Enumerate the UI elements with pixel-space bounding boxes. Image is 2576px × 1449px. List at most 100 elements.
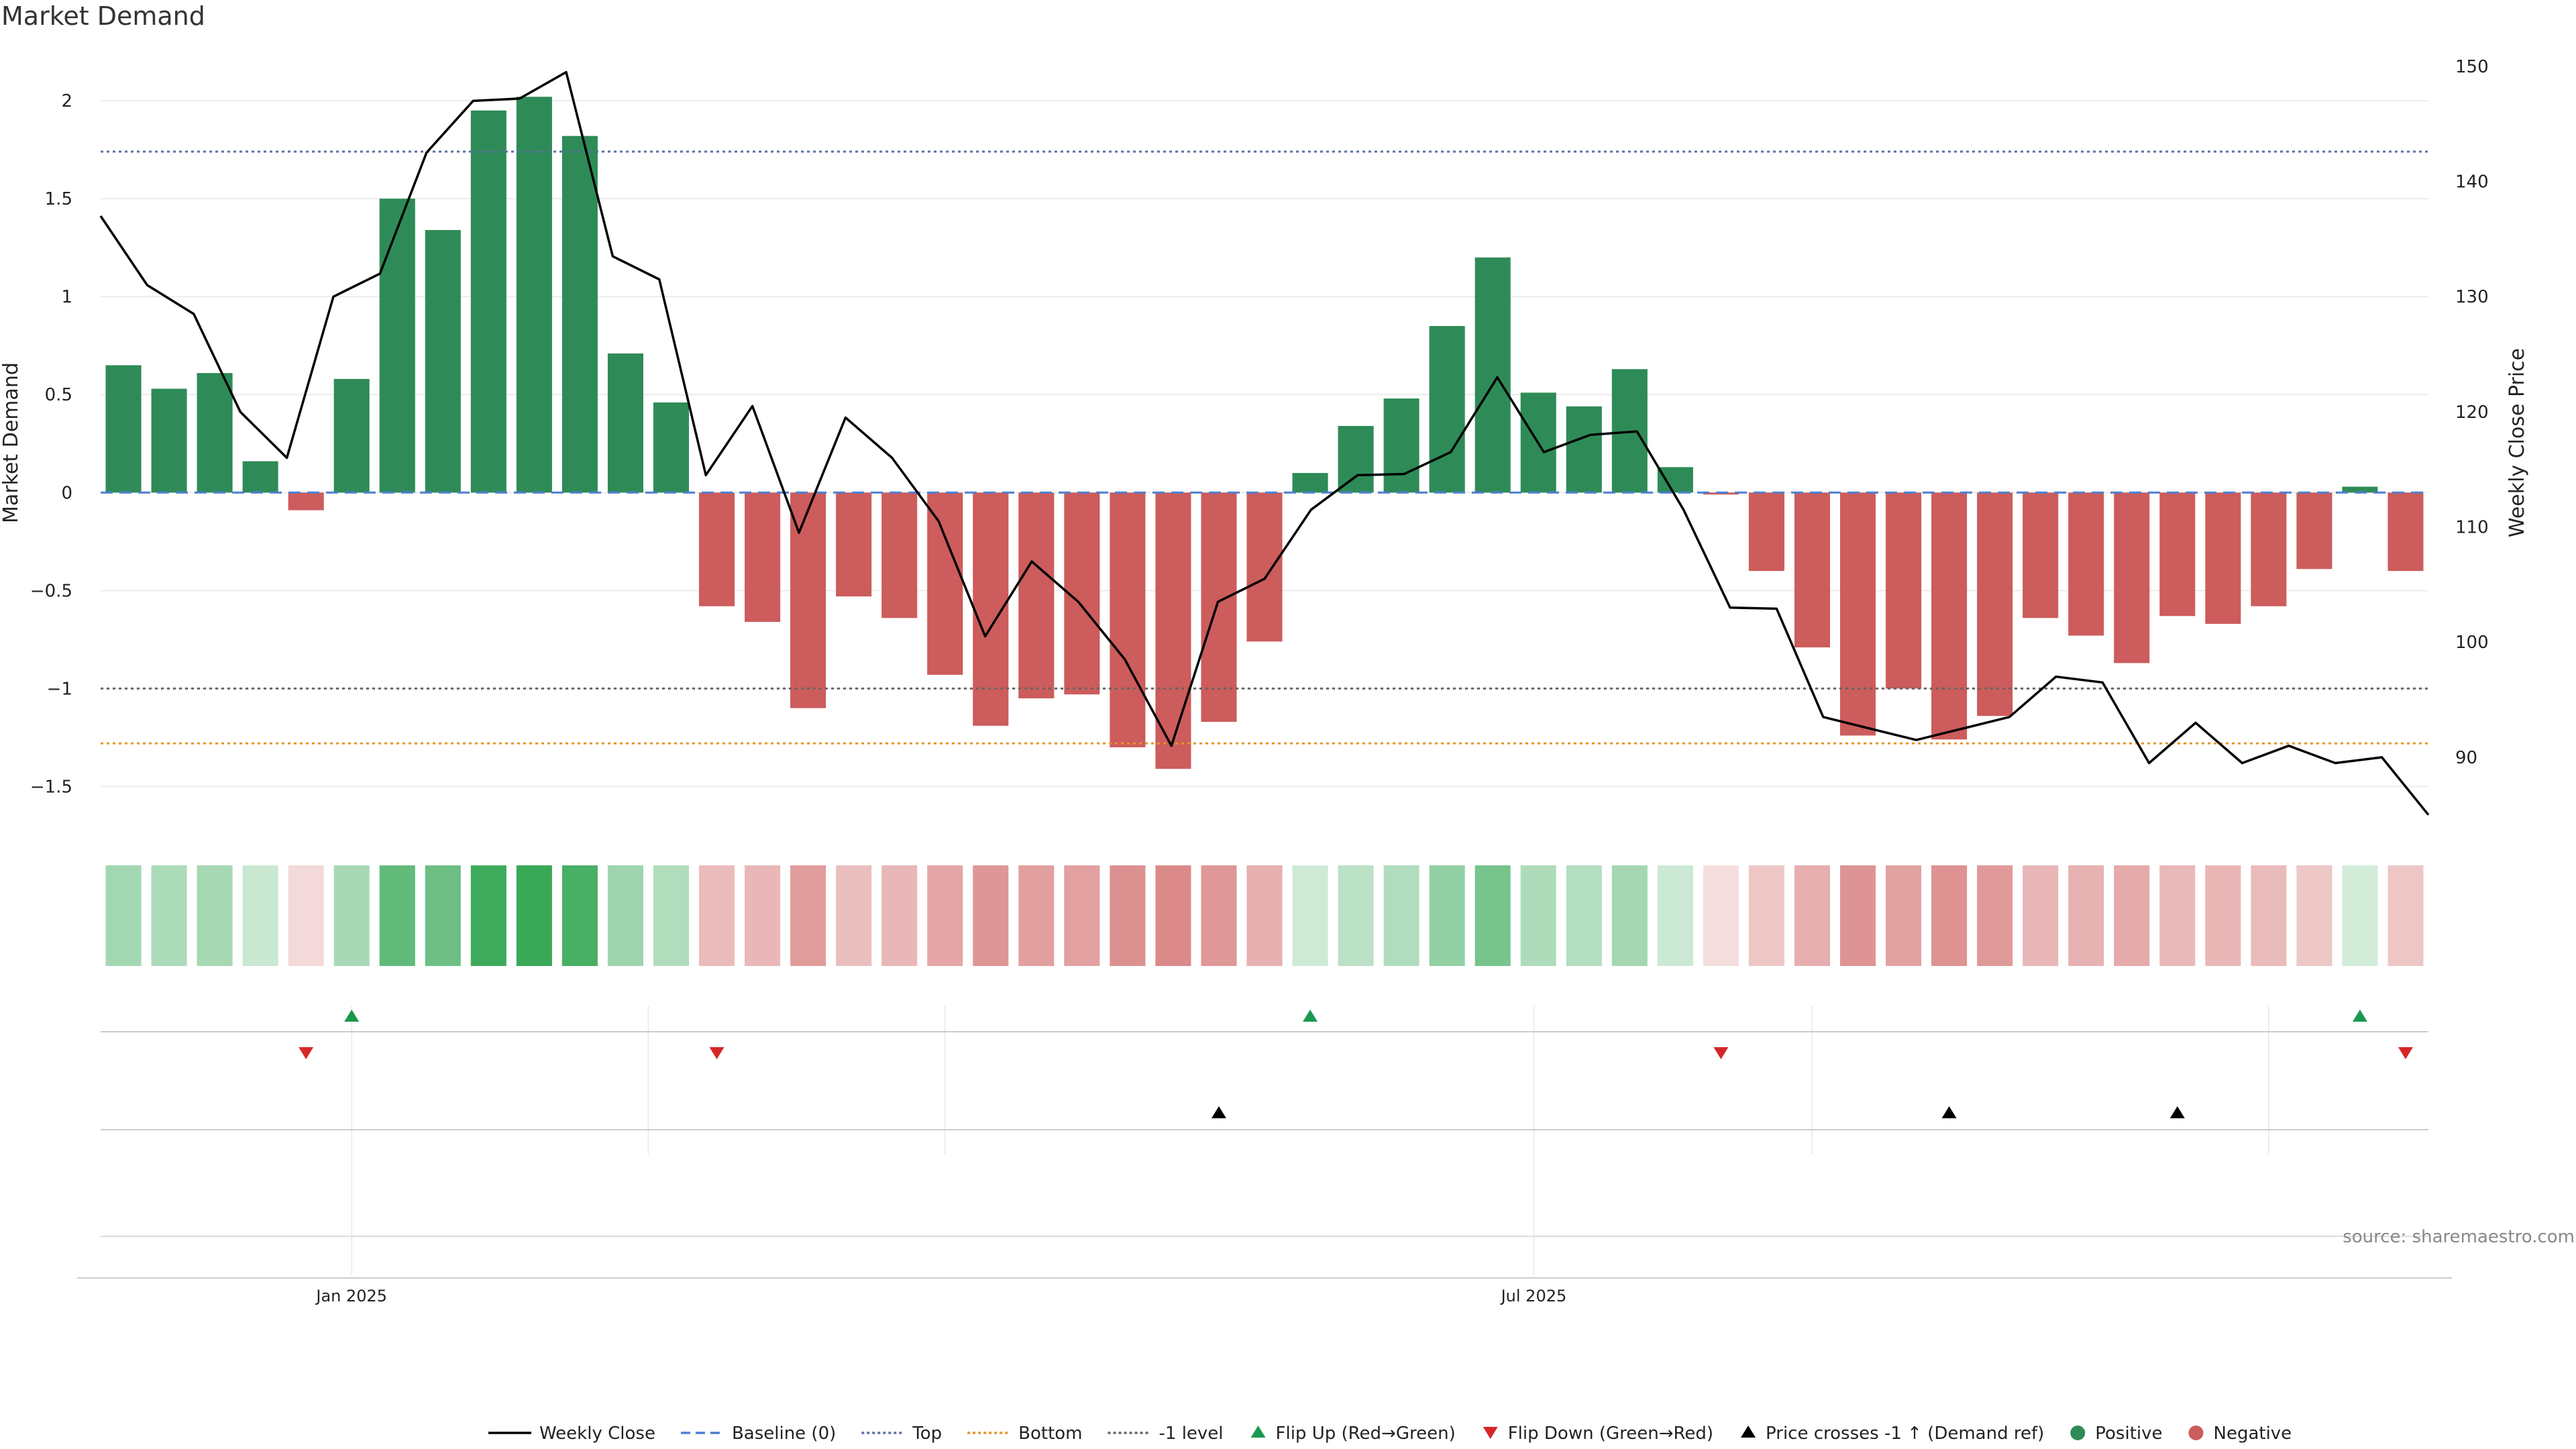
y-tick-label: 0 <box>61 483 72 503</box>
negative-bar <box>1246 492 1283 642</box>
heat-cell <box>836 865 872 966</box>
legend-label: Top <box>912 1424 942 1444</box>
legend-swatch <box>2070 1426 2086 1440</box>
y2-tick-label: 130 <box>2455 287 2489 307</box>
heat-cell <box>1246 865 1283 966</box>
heat-cell <box>1611 865 1648 966</box>
negative-bar <box>2159 492 2196 616</box>
y-tick-label: 1 <box>61 287 72 307</box>
legend-swatch <box>1483 1427 1498 1439</box>
heat-cell <box>151 865 187 966</box>
heat-cell <box>927 865 963 966</box>
negative-bar <box>1886 492 1922 689</box>
heat-cell <box>1064 865 1100 966</box>
heat-cell <box>1292 865 1328 966</box>
legend: Weekly Close Baseline (0) Top Bottom -1 leve… <box>488 1424 2292 1444</box>
legend-swatch <box>1250 1426 1266 1438</box>
flip-down-marker <box>2398 1047 2413 1059</box>
heat-cell <box>790 865 826 966</box>
negative-bar <box>1794 492 1831 648</box>
heat-cell <box>1474 865 1511 966</box>
heat-cell <box>1839 865 1876 966</box>
heat-cell <box>1383 865 1419 966</box>
y2-axis-title: Weekly Close Price <box>2506 348 2529 537</box>
negative-bar <box>881 492 918 619</box>
legend-label: Bottom <box>1018 1424 1082 1444</box>
positive-bar <box>242 461 278 493</box>
heat-cell <box>425 865 461 966</box>
heat-cell <box>607 865 643 966</box>
heat-cell <box>333 865 370 966</box>
positive-bar <box>1474 257 1511 493</box>
legend-label: Negative <box>2214 1424 2292 1444</box>
heat-cell <box>1977 865 2013 966</box>
y-tick-label: −0.5 <box>30 581 72 601</box>
heat-cell <box>105 865 142 966</box>
positive-bar <box>1657 467 1693 493</box>
y-tick-label: 0.5 <box>45 385 72 405</box>
negative-bar <box>836 492 872 597</box>
positive-bar <box>1429 326 1465 493</box>
negative-bar <box>698 492 735 606</box>
positive-bar <box>607 353 643 493</box>
heat-cell <box>1657 865 1693 966</box>
y2-tick-label: 110 <box>2455 518 2489 538</box>
heat-cell <box>1338 865 1374 966</box>
positive-bar <box>1566 406 1602 493</box>
negative-bar <box>1018 492 1055 698</box>
heat-cell <box>1748 865 1784 966</box>
positive-bar <box>151 388 187 493</box>
legend-label: Price crosses -1 ↑ (Demand ref) <box>1766 1424 2044 1444</box>
heat-cell <box>1886 865 1922 966</box>
heat-cell <box>242 865 278 966</box>
heat-cell <box>1520 865 1556 966</box>
y2-tick-label: 150 <box>2455 57 2489 77</box>
heat-cell <box>698 865 735 966</box>
negative-bar <box>927 492 963 675</box>
negative-bar <box>745 492 781 623</box>
y2-tick-label: 100 <box>2455 633 2489 653</box>
flip-up-marker <box>2352 1010 2367 1022</box>
negative-bar <box>2205 492 2241 624</box>
heat-cell <box>2205 865 2241 966</box>
positive-bar <box>561 136 598 493</box>
x-tick-label: Jul 2025 <box>1500 1287 1567 1305</box>
heat-cell <box>2342 865 2378 966</box>
y-tick-label: −1.5 <box>30 777 72 797</box>
positive-bar <box>653 402 690 493</box>
positive-bar <box>333 378 370 493</box>
heat-cell <box>1703 865 1739 966</box>
heat-cell <box>1110 865 1146 966</box>
negative-bar <box>2387 492 2424 572</box>
heat-cell <box>973 865 1009 966</box>
positive-bar <box>379 199 415 493</box>
legend-label: Flip Down (Green→Red) <box>1508 1424 1713 1444</box>
heat-cell <box>653 865 690 966</box>
heat-cell <box>2387 865 2424 966</box>
negative-bar <box>1748 492 1784 572</box>
heat-cell <box>2296 865 2332 966</box>
price-cross-marker <box>1941 1106 1957 1118</box>
flip-up-marker <box>344 1010 360 1022</box>
negative-bar <box>1977 492 2013 716</box>
y-tick-label: 2 <box>61 91 72 111</box>
chart-title: Market Demand <box>1 1 205 31</box>
flip-up-marker <box>1303 1010 1318 1022</box>
heat-cell <box>470 865 506 966</box>
negative-bar <box>2068 492 2104 636</box>
heat-cell <box>1018 865 1055 966</box>
heat-cell <box>197 865 233 966</box>
positive-bar <box>1383 398 1419 493</box>
heat-cell <box>2023 865 2059 966</box>
positive-bar <box>197 373 233 493</box>
negative-bar <box>1110 492 1146 748</box>
legend-label: Flip Up (Red→Green) <box>1276 1424 1456 1444</box>
heat-cell <box>1201 865 1237 966</box>
negative-bar <box>288 492 324 511</box>
negative-bar <box>1839 492 1876 736</box>
negative-bar <box>2023 492 2059 619</box>
y-axis-title: Market Demand <box>0 362 23 523</box>
positive-bar <box>1338 425 1374 493</box>
positive-bar <box>425 229 461 493</box>
